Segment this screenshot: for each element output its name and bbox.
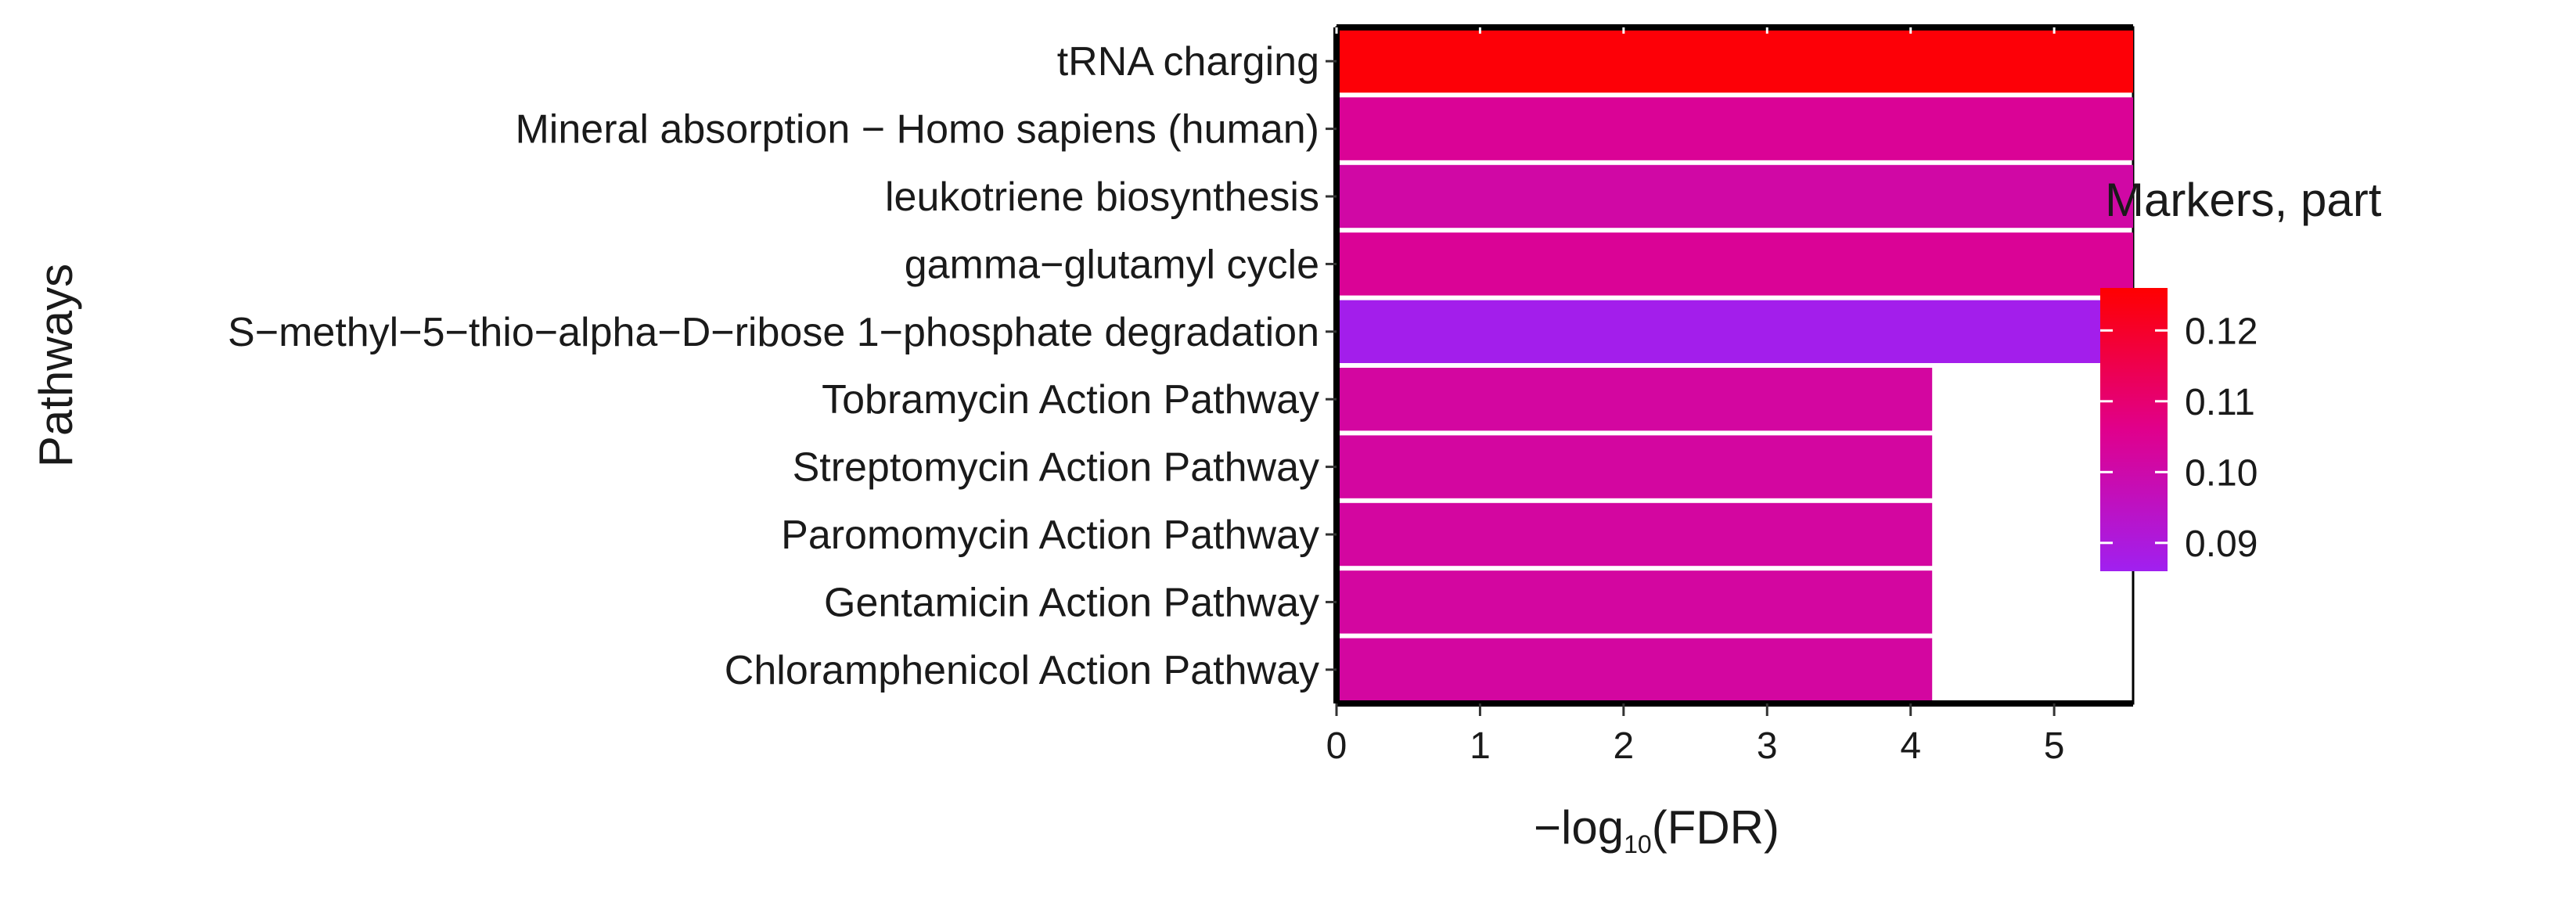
bar xyxy=(1337,232,2133,296)
bar xyxy=(1337,570,1933,634)
category-labels: tRNA charging Mineral absorption − Homo s… xyxy=(228,39,1337,693)
category-label: leukotriene biosynthesis xyxy=(885,174,1319,220)
x-axis-ticks: 0 1 2 3 4 5 xyxy=(1326,703,2065,767)
bar xyxy=(1337,30,2133,93)
legend-title: Markers, part xyxy=(2105,174,2382,226)
x-tick-label: 2 xyxy=(1613,725,1634,767)
category-label: Tobramycin Action Pathway xyxy=(822,377,1319,423)
top-axis-ticks xyxy=(1335,27,2056,34)
legend-tick-label: 0.12 xyxy=(2185,311,2258,352)
category-label: Chloramphenicol Action Pathway xyxy=(725,648,1319,693)
bar xyxy=(1337,164,2133,228)
category-label: gamma−glutamyl cycle xyxy=(905,242,1319,287)
category-label: Mineral absorption − Homo sapiens (human… xyxy=(515,107,1319,153)
x-axis-title: −log10(FDR) xyxy=(1534,801,1779,858)
x-tick-label: 5 xyxy=(2044,725,2065,767)
x-tick-label: 0 xyxy=(1326,725,1347,767)
y-axis-title: Pathways xyxy=(30,264,82,467)
legend-tick-label: 0.11 xyxy=(2185,382,2255,423)
category-label: S−methyl−5−thio−alpha−D−ribose 1−phospha… xyxy=(228,310,1319,355)
color-legend: Markers, part 0.12 0.11 0.10 0.09 xyxy=(2100,174,2382,571)
legend-tick-label: 0.10 xyxy=(2185,452,2258,494)
category-label: tRNA charging xyxy=(1057,39,1319,85)
legend-ticks: 0.12 0.11 0.10 0.09 xyxy=(2100,311,2258,565)
bar xyxy=(1337,435,1933,498)
bar xyxy=(1337,502,1933,567)
legend-colorbar xyxy=(2100,288,2168,571)
bar xyxy=(1337,368,1933,431)
bar xyxy=(1337,638,1933,701)
x-axis-title-base: −log xyxy=(1534,801,1624,854)
category-label: Paromomycin Action Pathway xyxy=(781,513,1319,558)
x-tick-label: 4 xyxy=(1900,725,1921,767)
bars xyxy=(1337,30,2133,701)
x-axis-title-rest: (FDR) xyxy=(1652,801,1779,854)
category-label: Streptomycin Action Pathway xyxy=(793,445,1319,491)
x-tick-label: 1 xyxy=(1470,725,1491,767)
legend-tick-label: 0.09 xyxy=(2185,523,2258,565)
category-label: Gentamicin Action Pathway xyxy=(824,580,1319,625)
bar xyxy=(1337,97,2133,160)
bar xyxy=(1337,300,2107,363)
x-tick-label: 3 xyxy=(1757,725,1778,767)
x-axis-title-subscript: 10 xyxy=(1624,830,1652,858)
